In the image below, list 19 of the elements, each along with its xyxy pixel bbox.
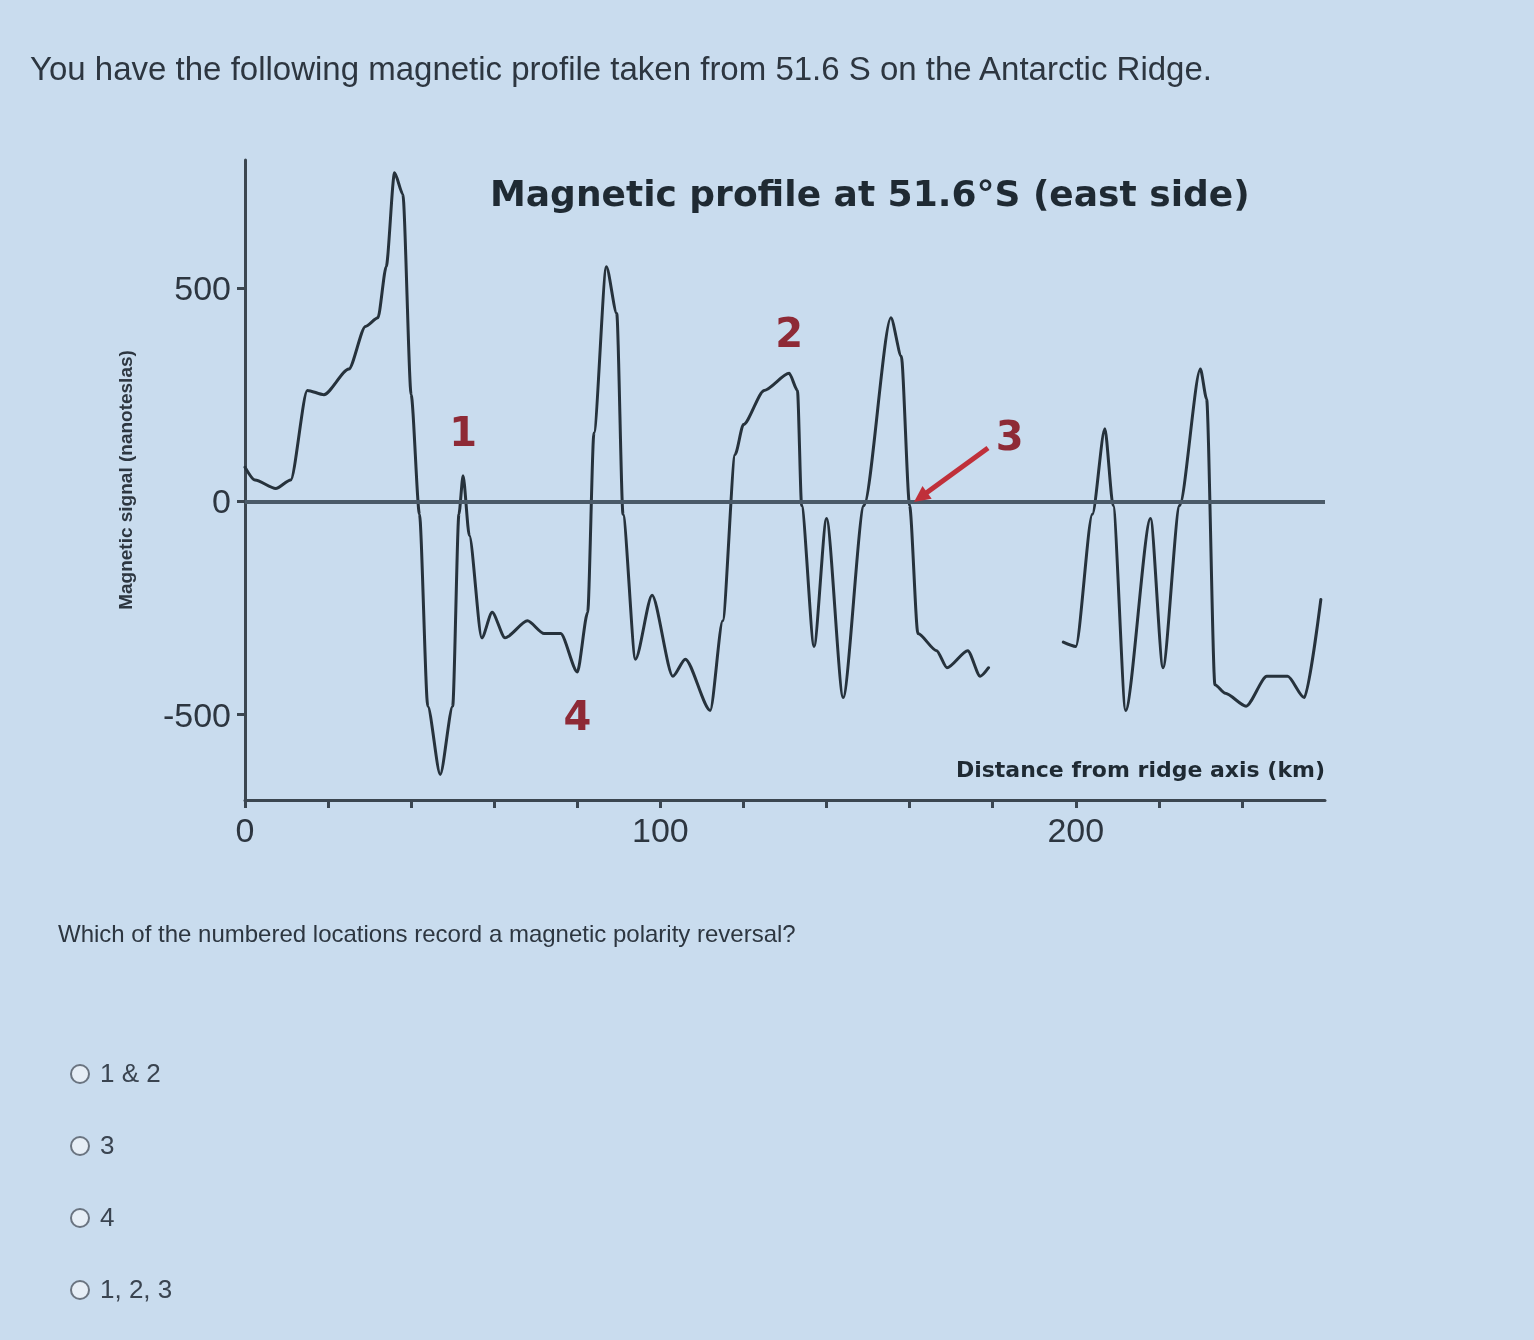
- text: 3: [100, 1130, 115, 1161]
- y-tick-label: 500: [174, 269, 231, 307]
- text: 1 & 2: [100, 1058, 161, 1089]
- y-tick-label: 0: [212, 482, 231, 521]
- y-tick-label: -500: [162, 695, 231, 734]
- y-axis-title: Magnetic signal (nanoteslas): [115, 350, 136, 610]
- x-tick-label: 100: [632, 811, 689, 849]
- x-tick-label: 0: [235, 811, 255, 849]
- text: You have the following magnetic profile taken from 51.6 S on the Antarctic Ridge.: [30, 50, 1212, 88]
- x-tick-label: 200: [1047, 811, 1105, 849]
- text: 4: [100, 1202, 115, 1233]
- text: Which of the numbered locations record a magnetic polarity reversal?: [58, 920, 796, 948]
- annotation: 1: [449, 408, 477, 455]
- annotation: 2: [775, 310, 804, 357]
- x-axis-title: Distance from ridge axis (km): [955, 756, 1325, 782]
- annotation: 4: [563, 693, 592, 739]
- annotation: 3: [995, 412, 1024, 459]
- text: 1, 2, 3: [100, 1274, 173, 1305]
- chart-title: Magnetic profile at 51.6°S (east side): [490, 172, 1250, 214]
